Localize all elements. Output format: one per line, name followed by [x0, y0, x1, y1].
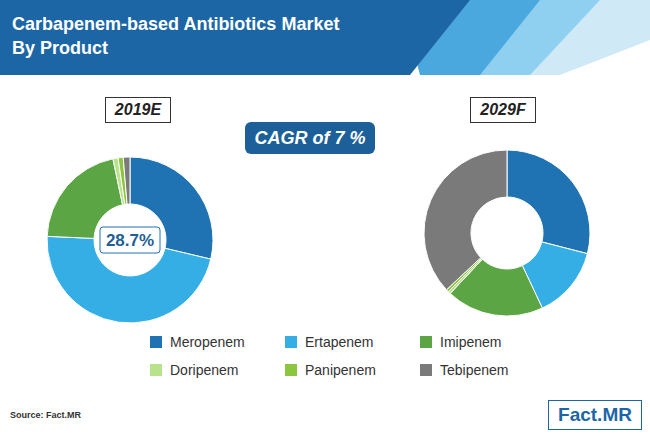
html-text:Meropenem: Meropenem [170, 334, 245, 350]
html-text:Panipenem: Panipenem [305, 362, 376, 378]
html-text:Tebipenem: Tebipenem [440, 362, 509, 378]
html-text:Source: Fact.MR: Source: Fact.MR [10, 410, 81, 420]
html-text:2019E: 2019E [114, 101, 162, 118]
html-text:2029F: 2029F [480, 101, 526, 118]
html-text:Imipenem: Imipenem [440, 334, 502, 350]
html-text:Carbapenem-based Antibiotics M: Carbapenem-based Antibiotics Market By P… [12, 14, 340, 58]
html-text:Ertapenem: Ertapenem [305, 334, 374, 350]
html-text:Fact.MR: Fact.MR [558, 404, 632, 425]
svg-text:28.7%: 28.7% [106, 231, 154, 250]
html-text:CAGR of 7 %: CAGR of 7 % [254, 128, 366, 148]
html-text:Doripenem: Doripenem [170, 362, 239, 378]
